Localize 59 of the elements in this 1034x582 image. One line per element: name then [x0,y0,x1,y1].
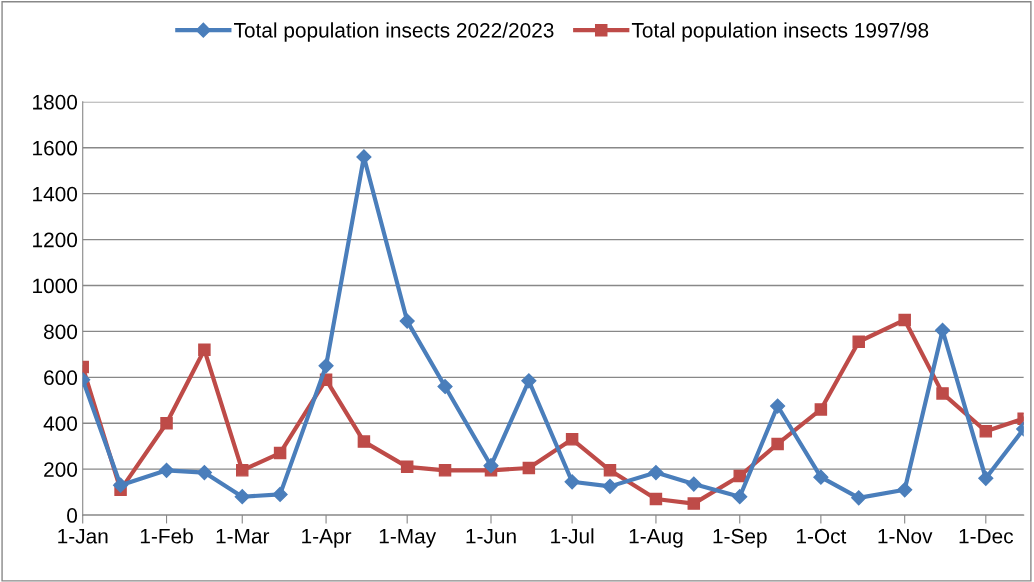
point [603,464,617,477]
y-tick-label: 400 [43,416,78,431]
point [814,403,828,416]
x-tick-label: 1-May [379,529,437,548]
y-tick-label: 1000 [33,278,78,294]
point [318,358,334,374]
legend-label: Total population insects 2022/2023 [234,22,554,42]
x-tick-label: 1-Apr [302,529,352,548]
point [898,313,911,327]
x-tick-label: 1-Jul [551,528,594,544]
point [771,437,784,451]
y-tick-label: 1800 [33,94,78,110]
y-tick-label: 600 [44,370,78,386]
x-tick-label: 1-Feb [140,528,193,544]
point [897,482,913,498]
point [813,469,829,485]
y-tick-label: 1400 [33,186,78,202]
point [851,490,867,506]
point [234,489,250,505]
x-tick-label: 1-Oct [796,528,847,544]
point [733,469,747,483]
point [770,398,786,414]
point [272,486,288,502]
point [936,387,949,400]
point [357,435,371,448]
y-tick-label: 1600 [33,140,78,156]
point [522,461,536,475]
point [649,492,663,506]
x-tick-label: 1-Nov [878,529,933,544]
x-tick-label: 1-Aug [629,529,683,548]
point [852,335,865,348]
x-tick-label: 1-Jan [58,529,108,544]
point [235,464,249,477]
point [686,476,702,492]
y-tick-label: 1200 [33,232,78,248]
point [483,458,499,474]
y-tick-label: 200 [44,462,78,477]
y-tick-label: 0 [67,508,78,523]
point [934,322,951,338]
point [400,460,414,474]
x-tick-label: 1-Jun [466,529,516,544]
point [438,464,452,477]
point [399,313,415,329]
point [437,378,453,395]
point [602,478,618,494]
x-tick-label: 1-Sep [713,528,767,548]
point [687,497,701,510]
point [648,465,664,481]
point [565,433,579,446]
point [732,489,748,505]
point [273,446,287,460]
x-tick-label: 1-Dec [959,529,1014,544]
point [978,470,994,486]
x-tick-label: 1-Mar [216,529,270,544]
point [521,373,537,389]
legend-label: Total population insects 1997/98 [631,22,929,42]
y-tick-label: 800 [44,324,78,340]
point [564,474,580,490]
point [979,425,993,438]
